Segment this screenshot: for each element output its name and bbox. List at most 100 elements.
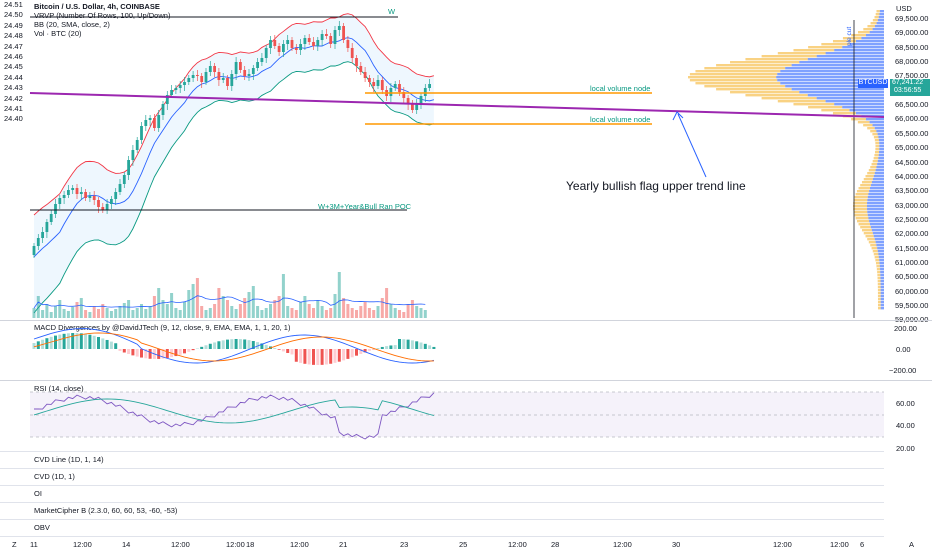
candle-body (299, 44, 302, 50)
candle-body (58, 198, 62, 204)
left-axis-tick: 24.47 (4, 41, 23, 51)
vp-bar-down (872, 250, 878, 253)
candle-body (200, 76, 204, 82)
rsi-tick-20: 20.00 (896, 444, 915, 453)
macd-hist-bar (200, 346, 204, 349)
vp-bar-down (875, 259, 880, 262)
vp-bar-down (793, 103, 835, 106)
vp-bar-down (777, 100, 826, 103)
w-label[interactable]: W (388, 7, 396, 16)
volume-bar (406, 304, 410, 318)
volume-bar (385, 288, 389, 318)
macd-hist-bar (398, 339, 401, 349)
vol-legend[interactable]: Vol · BTC (20) (34, 29, 82, 38)
vp-bar-up (876, 166, 884, 169)
rsi-chart[interactable] (0, 381, 884, 449)
volume-bar (41, 310, 45, 318)
vp-bar-up (878, 136, 884, 139)
vp-bar-down (761, 97, 817, 100)
flag-annotation-text[interactable]: Yearly bullish flag upper trend line (566, 179, 746, 193)
pane-divider[interactable] (0, 380, 932, 381)
vp-bar-up (878, 154, 884, 157)
poc-label[interactable]: W+3M+Year&Bull Ran POC (318, 202, 412, 211)
vp-bar-up (869, 121, 884, 124)
vp-bar-down (832, 40, 856, 43)
vp-bar-down (867, 25, 875, 28)
macd-hist-bar (62, 333, 66, 349)
vrvp-legend[interactable]: VRVP (Number Of Rows, 100, Up/Down) (34, 11, 171, 20)
vp-bar-down (745, 94, 808, 97)
right-axis-tick: 68,000.00 (895, 57, 929, 67)
vp-bar-up (875, 241, 884, 244)
candle-body (337, 26, 341, 30)
volume-bar (195, 278, 199, 318)
macd-hist-bar (122, 349, 126, 353)
vp-bar-down (761, 55, 817, 58)
volume-bar (234, 309, 238, 318)
time-axis-label: 12:00 (226, 540, 245, 549)
vp-bar-down (793, 49, 835, 52)
volume-bars (32, 272, 427, 318)
volume-bar (66, 311, 70, 318)
auto-scale-button[interactable]: A (909, 540, 915, 549)
vp-bar-down (695, 82, 781, 85)
macd-hist-bar (54, 335, 57, 349)
bb-legend[interactable]: BB (20, SMA, close, 2) (34, 20, 110, 29)
volume-bar (238, 304, 242, 318)
time-axis-label: 12:00 (508, 540, 527, 549)
macd-signal-line (33, 332, 434, 362)
candle-body (114, 192, 118, 199)
macd-hist-bar (92, 335, 96, 349)
vp-bar-up (869, 31, 884, 34)
macd-hist-bar (363, 349, 367, 353)
candle-body (286, 40, 290, 44)
currency-label[interactable]: USD (896, 4, 912, 13)
right-axis-tick: 63,000.00 (895, 200, 929, 210)
volume-bar (170, 293, 174, 318)
local-volume-node-label-2[interactable]: local volume node (590, 115, 651, 124)
vp-bar-up (874, 238, 884, 241)
candle-body (411, 104, 414, 110)
marketcipher-pane[interactable]: MarketCipher B (2.3.0, 60, 60, 53, -60, … (34, 506, 178, 515)
volume-bar (200, 306, 204, 318)
cvd-pane[interactable]: CVD (1D, 1) (34, 472, 75, 481)
candle-body (325, 34, 328, 36)
volume-bar (243, 298, 247, 318)
right-axis-tick: 62,000.00 (895, 229, 929, 239)
obv-pane[interactable]: OBV (34, 523, 50, 532)
local-volume-node-label-1[interactable]: local volume node (590, 84, 651, 93)
volume-bar (88, 312, 92, 318)
macd-chart[interactable] (0, 321, 884, 379)
candle-body (213, 66, 216, 72)
oi-pane[interactable]: OI (34, 489, 42, 498)
candle-body (54, 204, 57, 214)
pane-divider[interactable] (0, 320, 932, 321)
volume-bar (337, 272, 341, 318)
candle-body (264, 48, 268, 58)
candle-body (419, 96, 423, 104)
vp-bar-down (868, 169, 876, 172)
vp-bar-up (871, 229, 884, 232)
macd-hist-bar (359, 349, 363, 354)
vp-bar-down (853, 205, 867, 208)
macd-hist-bar (243, 339, 247, 349)
vp-bar-down (821, 109, 850, 112)
rsi-legend[interactable]: RSI (14, close) (34, 384, 84, 393)
vp-bar-up (785, 67, 884, 70)
macd-legend[interactable]: MACD Divergences by @DavidJTech (9, 12, … (34, 323, 291, 332)
price-chart[interactable] (0, 0, 884, 320)
timezone-button[interactable]: Z (12, 540, 17, 549)
vp-bar-down (874, 16, 879, 19)
macd-hist-bar (58, 334, 62, 349)
volume-bar (393, 308, 397, 318)
pane-divider (0, 485, 884, 486)
vp-bar-up (873, 235, 884, 238)
vp-bar-down (871, 163, 878, 166)
vp-bar-up (867, 208, 884, 211)
vp-bar-up (876, 22, 884, 25)
vp-bar-up (878, 256, 884, 259)
candle-body (196, 75, 199, 76)
vp-bar-down (867, 238, 875, 241)
vp-bar-up (867, 214, 884, 217)
cvd-line-pane[interactable]: CVD Line (1D, 1, 14) (34, 455, 104, 464)
